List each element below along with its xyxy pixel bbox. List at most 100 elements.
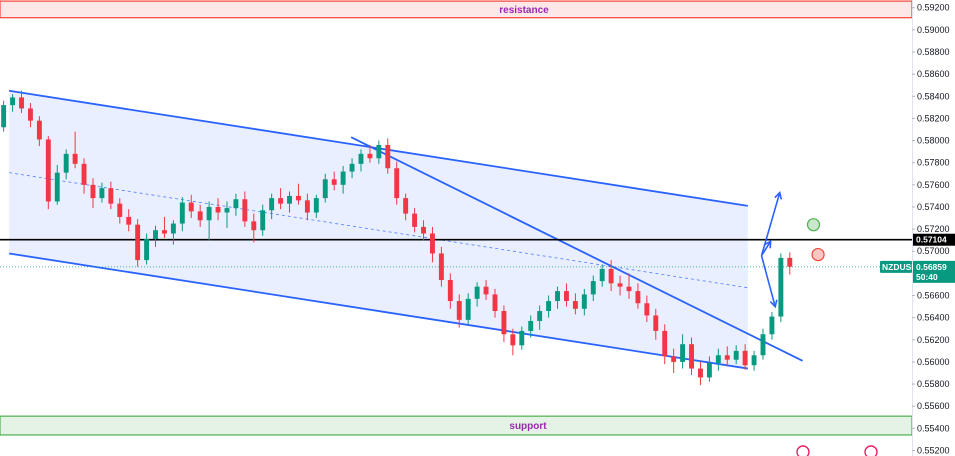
candle[interactable] [322,173,328,203]
candle[interactable] [108,181,114,210]
candle[interactable] [367,144,373,163]
candle[interactable] [581,288,587,316]
candle[interactable] [528,315,534,338]
candle[interactable] [590,275,596,302]
projection-arrow[interactable] [760,190,783,256]
candle[interactable] [608,260,614,292]
candle[interactable] [510,328,516,356]
candle[interactable] [170,220,176,245]
diagonal-trendline[interactable] [350,136,803,362]
candle[interactable] [27,102,33,128]
candle[interactable] [385,138,391,174]
candle[interactable] [760,328,766,360]
candle[interactable] [733,345,739,365]
candle[interactable] [447,273,453,309]
candle[interactable] [10,94,16,112]
candle[interactable] [546,295,552,318]
candle[interactable] [358,149,364,172]
candle[interactable] [72,131,78,169]
candle[interactable] [617,275,623,296]
candle[interactable] [197,204,203,227]
candle[interactable] [1,100,7,132]
candle[interactable] [45,136,51,210]
candle[interactable] [403,193,409,221]
candle[interactable] [304,193,310,221]
candle[interactable] [769,312,775,340]
candle[interactable] [519,326,525,350]
channel-lower-line[interactable] [8,252,748,370]
candle[interactable] [751,350,757,371]
candle[interactable] [188,194,194,219]
candle[interactable] [269,193,275,220]
channel-mid-line[interactable] [9,172,748,289]
candle[interactable] [19,90,24,113]
candle[interactable] [81,158,87,194]
us-flag-event-icon[interactable] [796,445,810,456]
candle[interactable] [412,208,418,233]
candle[interactable] [787,252,793,275]
candle[interactable] [54,164,60,205]
candle[interactable] [242,191,248,227]
candle[interactable] [260,204,266,236]
candle[interactable] [483,280,489,300]
candle[interactable] [36,116,42,147]
projection-arrow[interactable] [760,255,778,309]
candle[interactable] [599,264,605,287]
candle[interactable] [689,337,694,376]
candle[interactable] [635,283,641,309]
candle[interactable] [179,197,185,232]
us-flag-event-icon[interactable] [864,445,878,456]
candle[interactable] [537,305,543,330]
candle[interactable] [63,149,69,180]
candle[interactable] [117,198,123,224]
candle[interactable] [492,288,498,318]
candle[interactable] [215,198,221,221]
candle[interactable] [233,193,239,216]
candle[interactable] [278,188,284,210]
candle[interactable] [331,171,337,191]
candle[interactable] [465,293,471,325]
candle[interactable] [161,216,167,238]
candle[interactable] [724,346,730,367]
candle[interactable] [671,348,677,373]
signal-circle[interactable] [811,247,825,262]
candle[interactable] [572,293,578,315]
candle[interactable] [563,283,569,307]
candle[interactable] [715,348,721,371]
candle[interactable] [349,158,355,179]
candle[interactable] [421,220,426,241]
candle[interactable] [778,253,784,323]
candle[interactable] [295,183,301,205]
candle[interactable] [626,273,632,299]
candle[interactable] [206,201,212,241]
candle[interactable] [742,344,748,370]
candle[interactable] [706,356,712,382]
candle[interactable] [394,161,400,205]
event-flags[interactable] [796,445,878,456]
candle[interactable] [429,226,435,263]
candle[interactable] [153,225,158,247]
candle[interactable] [456,294,462,328]
candle[interactable] [99,182,105,203]
candle[interactable] [555,286,560,309]
candle[interactable] [90,178,96,209]
candle[interactable] [376,140,382,164]
candle[interactable] [662,324,668,365]
candle[interactable] [474,282,480,307]
candle[interactable] [224,201,230,228]
candle[interactable] [680,334,686,369]
candle[interactable] [144,233,150,265]
candle[interactable] [135,219,141,267]
candle[interactable] [340,166,346,194]
price-axis[interactable]: 0.59200 0.59000 0.58800 0.58600 0.58400 0.582… [912,0,955,456]
candle[interactable] [126,209,132,232]
signal-circle[interactable] [806,218,821,232]
candle[interactable] [653,308,659,340]
candle[interactable] [438,246,444,287]
candle[interactable] [501,305,507,342]
projection-arrow[interactable] [760,239,772,257]
candle[interactable] [313,194,319,219]
candle[interactable] [698,361,703,386]
candle[interactable] [287,191,292,213]
